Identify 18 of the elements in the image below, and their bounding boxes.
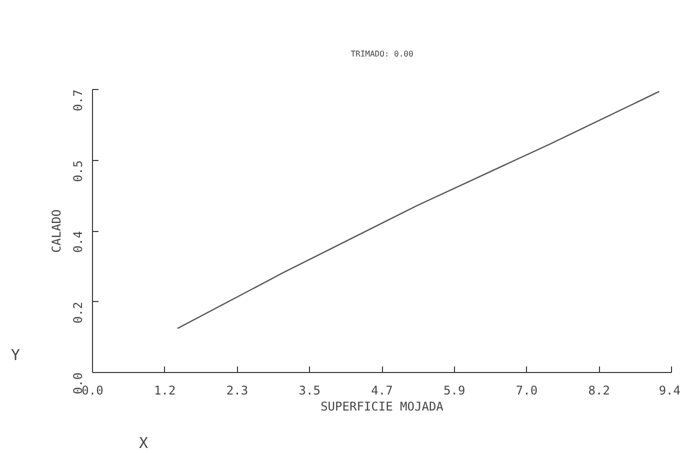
x-tick-label: 8.2 xyxy=(588,384,610,398)
y-tick-label: 0.4 xyxy=(71,230,85,253)
y-tick-label: 0.7 xyxy=(71,89,85,112)
text: X xyxy=(139,433,148,453)
x-axis-title: SUPERFICIE MOJADA xyxy=(320,400,444,414)
chart-title: TRIMADO: 0.00 xyxy=(350,50,414,58)
x-tick-label: 3.5 xyxy=(298,384,320,398)
x-tick-label: 9.4 xyxy=(658,384,680,398)
text: Y xyxy=(11,345,20,366)
x-tick-label: 5.9 xyxy=(444,384,466,398)
y-tick-label: 0.2 xyxy=(71,302,85,324)
x-tick-label: 7.0 xyxy=(516,384,538,398)
y-axis-title: CALADO xyxy=(50,209,64,253)
x-tick-label: 2.3 xyxy=(226,384,248,398)
x-tick-label: 4.7 xyxy=(371,384,393,398)
x-tick-label: 0.0 xyxy=(82,384,104,398)
y-tick-label: 0.5 xyxy=(71,160,85,182)
x-tick-label: 1.2 xyxy=(154,384,176,398)
